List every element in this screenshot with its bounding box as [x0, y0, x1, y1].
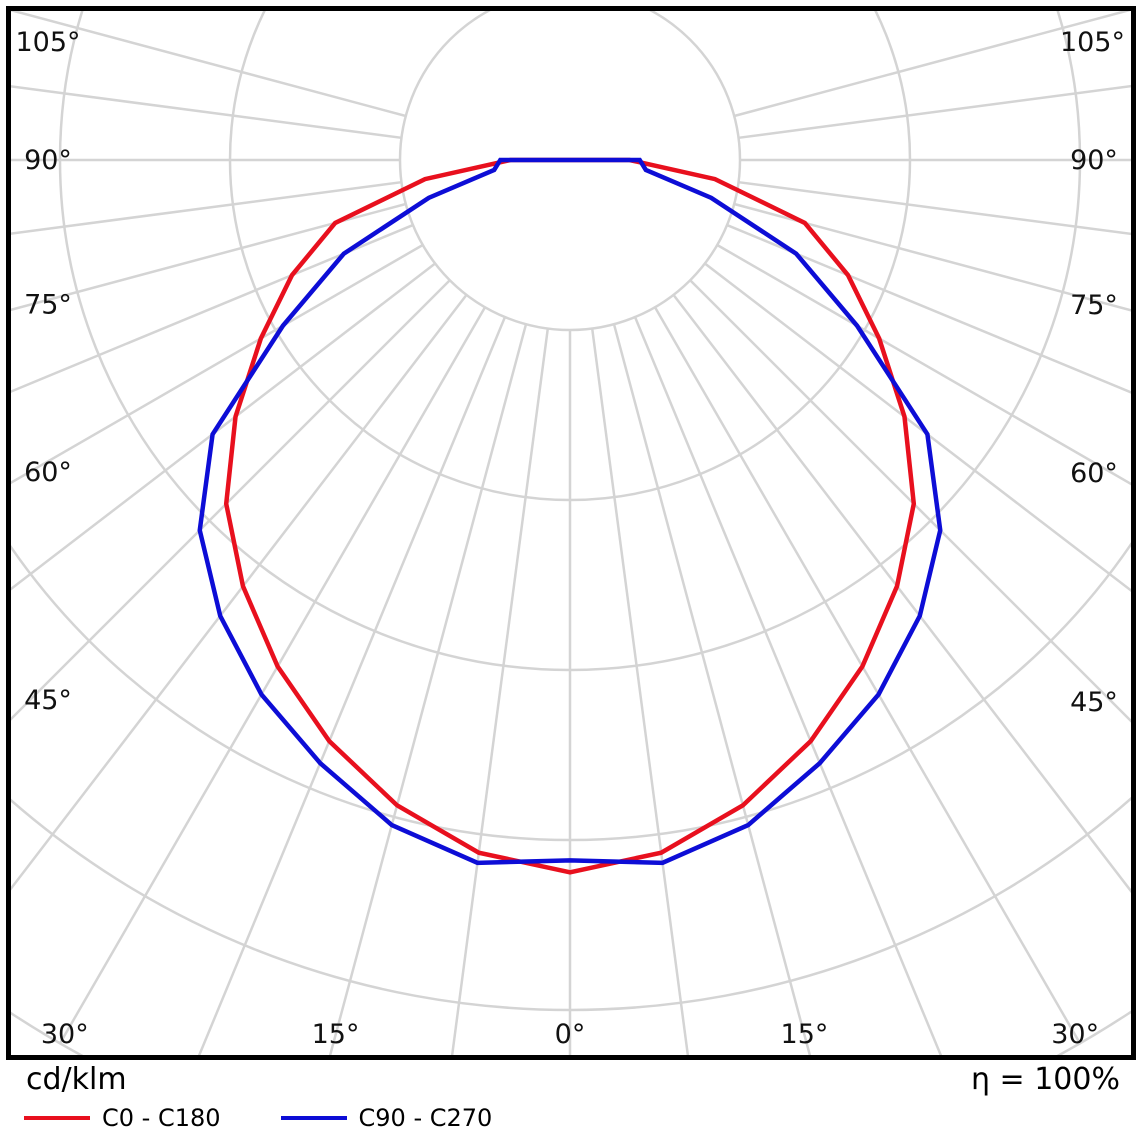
grid-ray — [11, 243, 424, 485]
grid-ray — [726, 223, 1131, 394]
chart-footer: cd/klm η = 100% C0 - C180 C90 - C270 — [0, 1062, 1142, 1132]
grid-ray — [11, 279, 451, 721]
angle-label: 105° — [15, 27, 80, 58]
unit-label: cd/klm — [26, 1062, 127, 1097]
grid-ray — [58, 306, 487, 1044]
grid-ray — [450, 328, 550, 1055]
grid-ray — [738, 84, 1131, 140]
labels-group: 0° 15° 15° 30° 30° 45° 45° 60° 60° 75° 75° 90° 90° 10… — [15, 27, 1125, 1050]
angle-label: 30° — [1051, 1019, 1099, 1050]
grid-ray — [672, 294, 1131, 894]
angle-label: 105° — [1060, 27, 1125, 58]
grid-ray — [733, 11, 1131, 118]
angle-label: 90° — [24, 145, 72, 176]
angle-label: 90° — [1070, 145, 1118, 176]
grid-ray — [11, 294, 468, 891]
grid-ring — [398, 11, 742, 332]
angle-label: 45° — [1070, 687, 1118, 718]
grid-ray — [11, 85, 402, 140]
grid-ray — [328, 323, 528, 1055]
grid-group — [11, 11, 1131, 1055]
grid-ray — [738, 180, 1131, 236]
angle-label: 45° — [24, 685, 72, 716]
angle-label: 75° — [24, 290, 72, 321]
legend: C0 - C180 C90 - C270 — [24, 1104, 552, 1132]
angle-label: 15° — [312, 1019, 360, 1050]
chart-frame — [6, 6, 1136, 1060]
grid-ray — [590, 328, 690, 1055]
grid-ray — [612, 323, 812, 1055]
legend-swatch-c0-c180 — [24, 1116, 90, 1120]
angle-label: 75° — [1070, 290, 1118, 321]
grid-ray — [716, 243, 1131, 486]
polar-chart-canvas: 0° 15° 15° 30° 30° 45° 45° 60° 60° 75° 75° 90° 90° 10… — [6, 6, 1136, 1060]
grid-ray — [11, 262, 436, 591]
angle-label: 60° — [1070, 458, 1118, 489]
legend-item-c90-c270: C90 - C270 — [280, 1104, 493, 1132]
curves-group — [197, 157, 943, 875]
angle-label: 0° — [555, 1019, 586, 1050]
grid-ray — [11, 180, 402, 235]
grid-ray — [689, 279, 1131, 723]
angle-label: 30° — [41, 1019, 89, 1050]
grid-ray — [633, 316, 943, 1055]
grid-ray — [704, 262, 1131, 593]
legend-swatch-c90-c270 — [280, 1116, 347, 1120]
curve-c90-c270 — [197, 157, 943, 866]
angle-label: 60° — [24, 457, 72, 488]
grid-ray — [11, 223, 414, 393]
efficiency-label: η = 100% — [971, 1062, 1120, 1097]
grid-ray — [733, 202, 1131, 312]
legend-item-c0-c180: C0 - C180 — [24, 1104, 221, 1132]
angle-label: 15° — [781, 1019, 829, 1050]
grid-ray — [11, 202, 407, 312]
grid-ray — [197, 316, 507, 1055]
legend-label-c90-c270: C90 - C270 — [358, 1104, 493, 1132]
grid-ray — [11, 11, 407, 118]
legend-label-c0-c180: C0 - C180 — [102, 1104, 221, 1132]
polar-chart-area: 0° 15° 15° 30° 30° 45° 45° 60° 60° 75° 75° 90° 90° 10… — [6, 6, 1136, 1060]
grid-ray — [653, 306, 1082, 1044]
